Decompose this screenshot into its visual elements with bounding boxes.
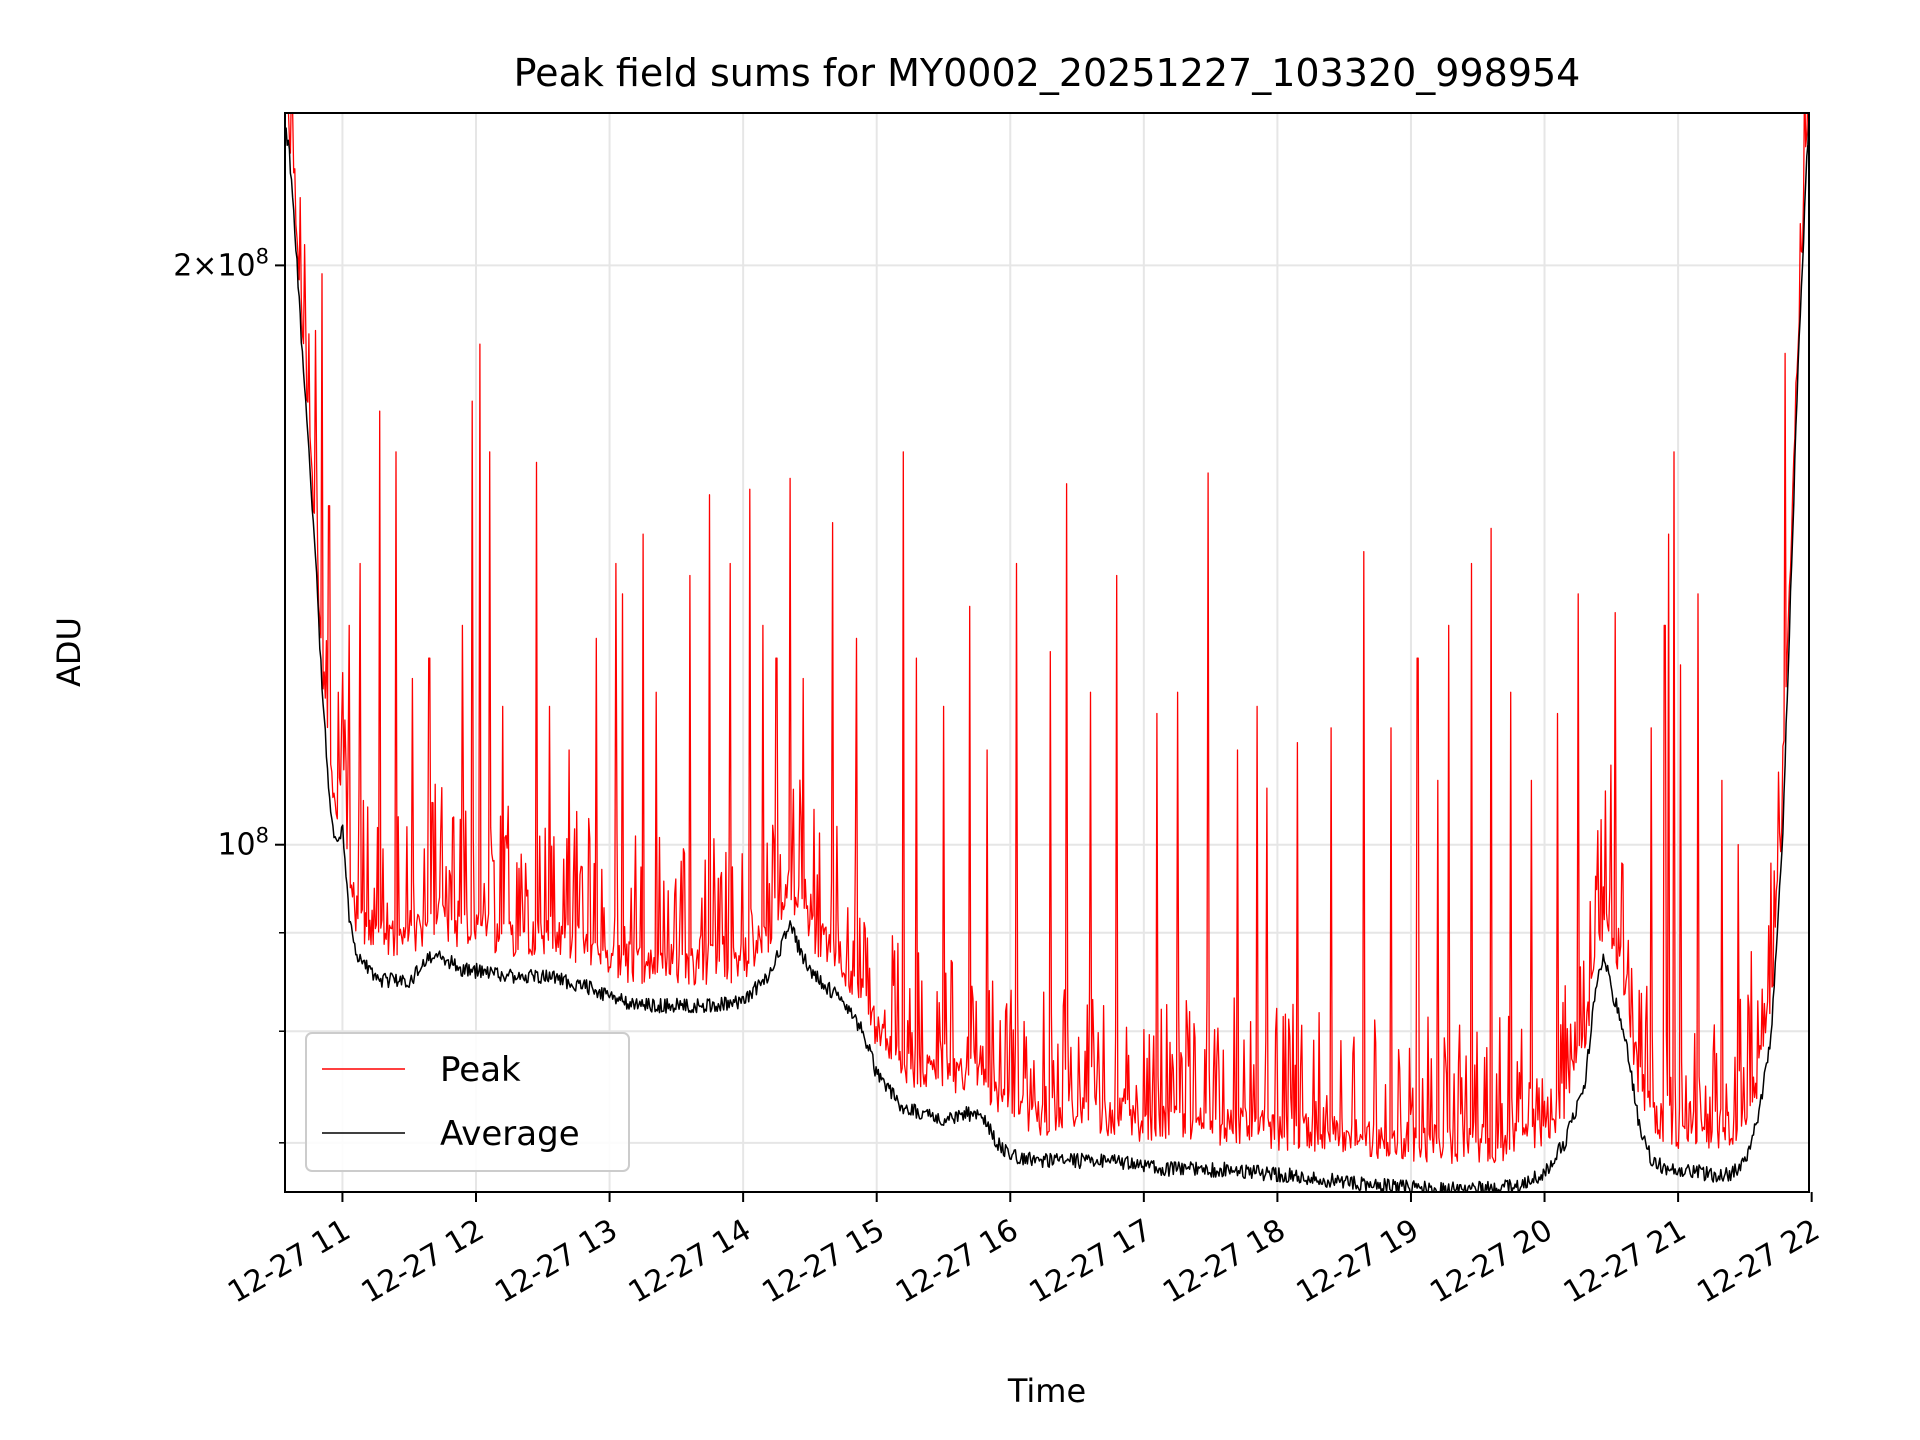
plot-frame: [284, 112, 1810, 1193]
legend-box: [305, 1032, 630, 1172]
series-layer: [285, 113, 1809, 1192]
chart-title: Peak field sums for MY0002_20251227_1033…: [514, 51, 1581, 95]
legend-label-peak: Peak: [440, 1050, 521, 1090]
y-axis-label: ADU: [50, 617, 88, 687]
x-axis-label: Time: [1007, 1372, 1086, 1410]
series-line-average: [285, 116, 1809, 1192]
legend: Peak Average: [305, 1032, 630, 1172]
series-line-peak: [287, 113, 1809, 1165]
y-tick-label: 2×108: [173, 244, 269, 283]
y-tick-label: 108: [217, 824, 269, 863]
y-axis-ticks: 108 2×108: [173, 244, 285, 1144]
legend-label-average: Average: [440, 1114, 580, 1154]
